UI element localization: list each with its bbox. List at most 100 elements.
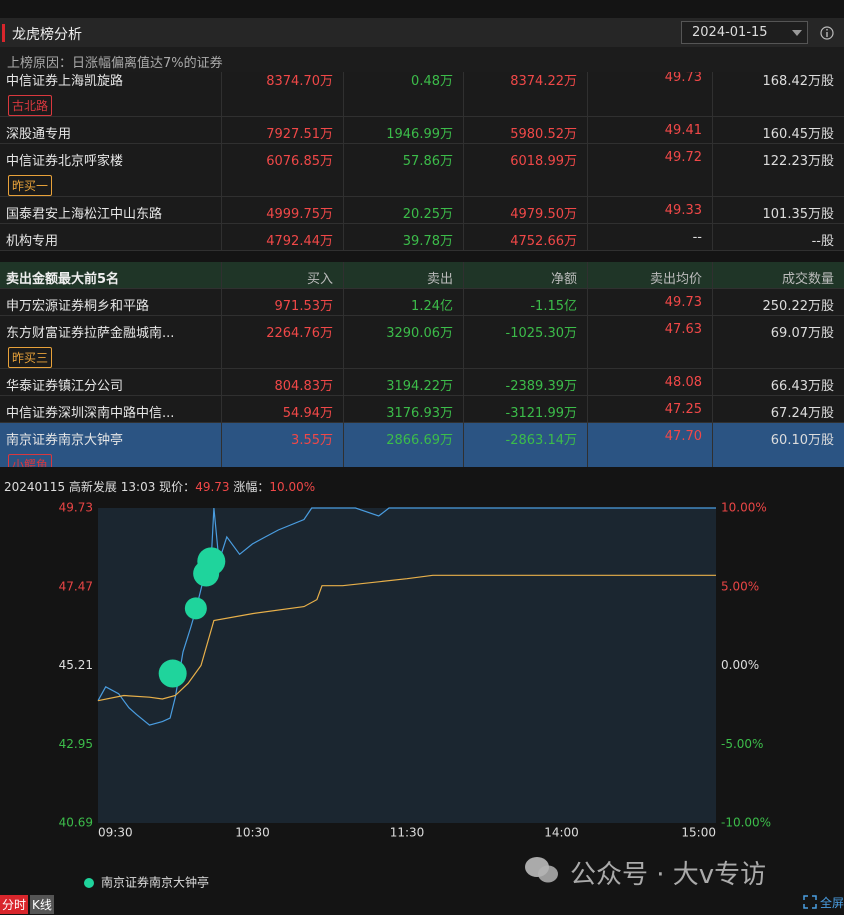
table-row: 申万宏源证券桐乡和平路 971.53万 1.24亿 -1.15亿 49.73 250.22…	[0, 289, 844, 316]
fullscreen-icon[interactable]	[803, 895, 817, 909]
wechat-icon	[525, 857, 558, 883]
table-cell: 7927.51万	[221, 117, 343, 143]
price-label: 现价：	[159, 480, 196, 494]
cell-value: 39.78万	[402, 234, 453, 249]
cell-value: 69.07万股	[770, 326, 834, 341]
cell-value: 5980.52万	[510, 127, 577, 142]
quote-name: 高新发展	[68, 480, 117, 494]
plot-area	[98, 508, 716, 823]
table-cell: 49.73	[587, 289, 712, 315]
table-cell: 49.73	[587, 64, 712, 116]
cell-value: 67.24万股	[770, 406, 834, 421]
table-cell: 3290.06万	[343, 316, 463, 368]
header-cell: 买入	[221, 262, 343, 288]
tab[interactable]: 分时	[0, 895, 29, 914]
x-tick-label: 09:30	[98, 826, 133, 840]
table-cell: 3176.93万	[343, 396, 463, 422]
cell-value: 4752.66万	[510, 234, 577, 249]
table-cell: 4792.44万	[221, 224, 343, 250]
cell-value: 7927.51万	[266, 127, 333, 142]
y-tick-label: 47.47	[59, 579, 93, 593]
table-cell: 160.45万股	[712, 117, 844, 143]
tag: 小鳄鱼	[8, 454, 53, 467]
cell-value: 8374.22万	[510, 74, 577, 89]
broker-name: 华泰证券镇江分公司	[6, 379, 124, 394]
date-picker[interactable]: 2024-01-15	[681, 21, 808, 44]
y-tick-label: 45.21	[59, 658, 93, 672]
table-cell: 4752.66万	[463, 224, 587, 250]
table-cell: -2389.39万	[463, 369, 587, 395]
table-cell: 101.35万股	[712, 197, 844, 223]
cell-value: 6018.99万	[510, 154, 577, 169]
table-cell: 3.55万	[221, 423, 343, 467]
tag: 昨买一	[8, 175, 53, 196]
table-cell: 0.48万	[343, 64, 463, 116]
tag: 昨买三	[8, 347, 53, 368]
quote-time: 13:03	[120, 480, 156, 494]
table-cell: 49.72	[587, 144, 712, 196]
cell-value: 49.73	[664, 295, 702, 310]
table-cell: 48.08	[587, 369, 712, 395]
table-cell: 3194.22万	[343, 369, 463, 395]
tab[interactable]: K线	[30, 895, 54, 914]
accent	[2, 24, 5, 42]
y-tick-label: 40.69	[59, 816, 93, 830]
table-cell: -2863.14万	[463, 423, 587, 467]
table-cell: --股	[712, 224, 844, 250]
cell-value: 6076.85万	[266, 154, 333, 169]
cell-value: 4999.75万	[266, 207, 333, 222]
cell-value: 3290.06万	[386, 326, 453, 341]
cell-value: 49.72	[664, 150, 702, 165]
cell-value: 168.42万股	[762, 74, 835, 89]
table-cell: 60.10万股	[712, 423, 844, 467]
y-tick-label: 49.73	[59, 501, 93, 515]
x-tick-label: 10:30	[235, 826, 270, 840]
cell-value: 49.73	[664, 70, 702, 85]
table-cell: 39.78万	[343, 224, 463, 250]
table-row: 中信证券深圳深南中路中信... 54.94万 3176.93万 -3121.99万 47…	[0, 396, 844, 423]
table-cell: 250.22万股	[712, 289, 844, 315]
table-cell: 47.25	[587, 396, 712, 422]
cell-value: 47.70	[664, 429, 702, 444]
legend-swatch	[84, 878, 94, 888]
cell-value: 20.25万	[402, 207, 453, 222]
broker-name: 申万宏源证券桐乡和平路	[6, 299, 150, 314]
cell-value: 4979.50万	[510, 207, 577, 222]
x-tick-label: 15:00	[681, 826, 716, 840]
broker-name: 深股通专用	[6, 127, 72, 142]
cell-value: -1025.30万	[505, 326, 577, 341]
cell-value: 804.83万	[274, 379, 334, 394]
header-cell: 卖出	[343, 262, 463, 288]
cell-value: 122.23万股	[762, 154, 835, 169]
y2-tick-label: 10.00%	[721, 501, 767, 515]
title: 龙虎榜分析	[12, 27, 82, 43]
table-cell: 1946.99万	[343, 117, 463, 143]
cell-value: -2863.14万	[505, 433, 577, 448]
watermark: 公众号 · 大v专访	[570, 860, 767, 890]
table-cell: 57.86万	[343, 144, 463, 196]
table-cell: -1025.30万	[463, 316, 587, 368]
broker-name: 国泰君安上海松江中山东路	[6, 207, 163, 222]
info-icon[interactable]	[820, 26, 834, 40]
cell-value: 3176.93万	[386, 406, 453, 421]
y2-tick-label: -5.00%	[721, 737, 763, 751]
fullscreen[interactable]: 全屏	[820, 896, 844, 910]
cell-value: 0.48万	[411, 74, 453, 89]
trade-marker	[184, 597, 207, 620]
cell-value: 54.94万	[282, 406, 333, 421]
header-cell: 卖出均价	[587, 262, 712, 288]
section-title: 卖出金额最大前5名	[6, 272, 120, 287]
cell-value: 101.35万股	[762, 207, 835, 222]
table-cell: -1.15亿	[463, 289, 587, 315]
table-cell: 6076.85万	[221, 144, 343, 196]
y2-tick-label: 5.00%	[721, 579, 759, 593]
table-row: 深股通专用 7927.51万 1946.99万 5980.52万 49.41 160.45…	[0, 117, 844, 144]
broker-name: 东方财富证券拉萨金融城南...	[6, 326, 175, 341]
price: 49.73	[195, 480, 230, 494]
cell-value: 1.24亿	[411, 299, 453, 314]
cell-value: -3121.99万	[505, 406, 577, 421]
cell-value: 250.22万股	[762, 299, 835, 314]
table-cell: 47.70	[587, 423, 712, 467]
cell-value: --	[692, 230, 702, 245]
